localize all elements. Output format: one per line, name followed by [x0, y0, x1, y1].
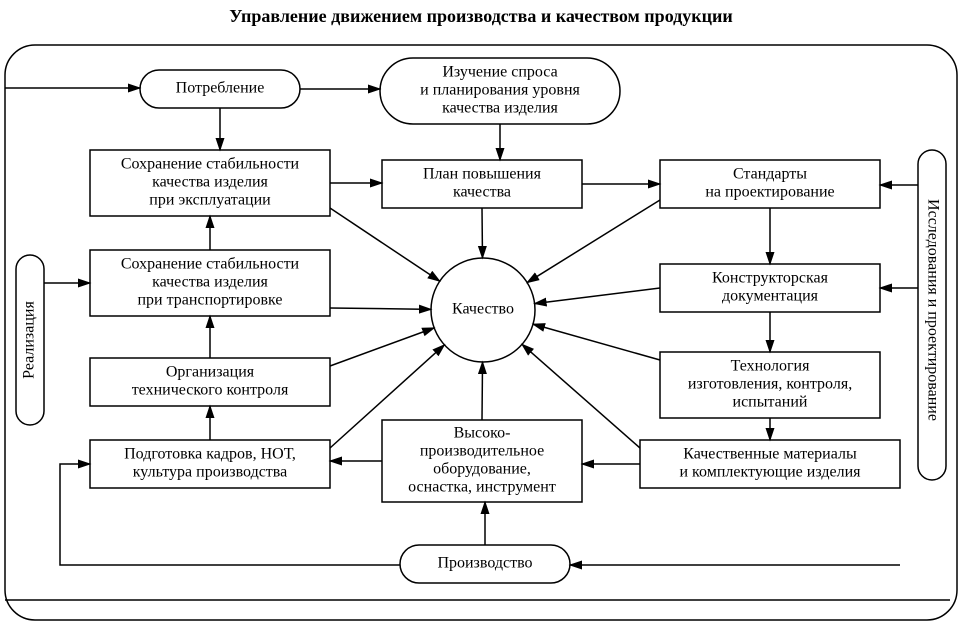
node-text: производительное	[420, 443, 544, 460]
node-text: при эксплуатации	[149, 192, 271, 209]
edge	[330, 208, 440, 281]
node-text: Организация	[166, 364, 255, 381]
node-text: План повышения	[423, 166, 542, 183]
node-text: культура производства	[133, 464, 288, 481]
node-text: технического контроля	[132, 382, 289, 399]
node-text: Производство	[437, 555, 532, 572]
edge	[330, 328, 434, 366]
node-text: Подготовка кадров, НОТ,	[124, 446, 296, 463]
node-text: Технология	[731, 358, 811, 375]
node-text: Изучение спроса	[442, 64, 557, 81]
node-text: Сохранение стабильности	[121, 156, 300, 173]
node-text: Высоко-	[454, 425, 511, 442]
node-text: Конструкторская	[712, 270, 829, 287]
edge	[535, 288, 660, 304]
node-text: и планирования уровня	[420, 82, 580, 99]
edge	[527, 200, 660, 283]
side-label-text: Исследования и проектирование	[924, 199, 941, 421]
node-text: качества изделия	[442, 100, 558, 117]
diagram-title: Управление движением производства и каче…	[229, 6, 733, 26]
node-text: Стандарты	[733, 166, 807, 183]
node-text: качества изделия	[152, 274, 268, 291]
node-text: изготовления, контроля,	[688, 376, 852, 393]
node-text: и комплектующие изделия	[679, 464, 861, 481]
edge	[482, 362, 483, 420]
node-text: качества	[453, 184, 511, 201]
node-text: оборудование,	[433, 461, 531, 478]
node-text: Сохранение стабильности	[121, 256, 300, 273]
diagram-canvas: Управление движением производства и каче…	[0, 0, 962, 625]
edge	[533, 324, 660, 360]
edge	[330, 308, 431, 309]
node-text: оснастка, инструмент	[408, 479, 556, 496]
node-text: Качественные материалы	[683, 446, 857, 463]
node-text: качества изделия	[152, 174, 268, 191]
node-text: на проектирование	[705, 184, 834, 201]
node-text: документация	[722, 288, 819, 305]
node-text: Качество	[452, 301, 514, 318]
side-label-text: Реализация	[21, 301, 38, 379]
node-text: Потребление	[176, 80, 265, 97]
node-text: испытаний	[733, 394, 808, 411]
node-text: при транспортировке	[137, 292, 282, 309]
